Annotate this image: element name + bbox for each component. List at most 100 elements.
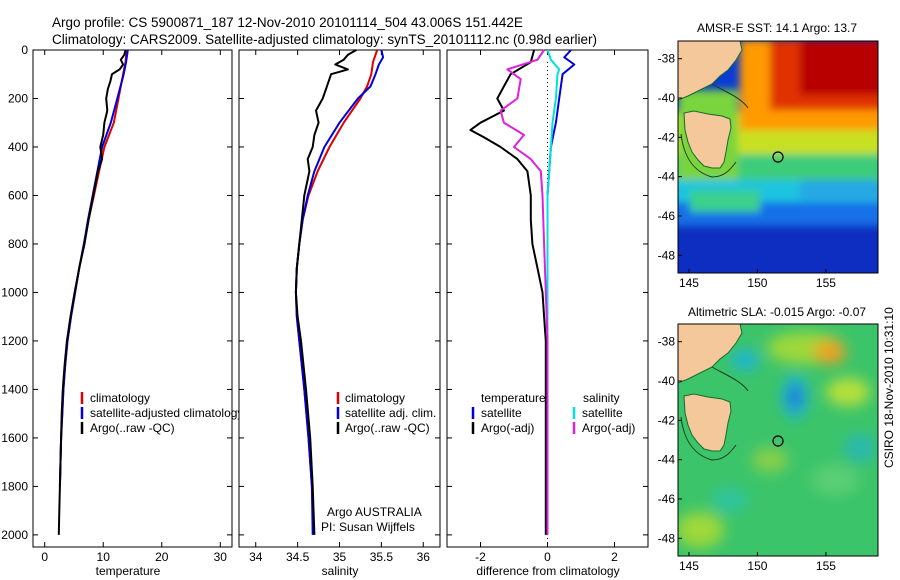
sla_map-ytick-label: -48 (658, 531, 676, 545)
credit-text: CSIRO 18-Nov-2010 10:31:10 (882, 307, 896, 468)
temperature-lines (57, 49, 129, 535)
sst-map-panel: AMSR-E SST: 14.1 Argo: 13.7 (658, 21, 879, 290)
temperature-legend-satellite: satellite-adjusted climatology (90, 406, 243, 420)
sla-mainland (678, 324, 743, 384)
sst_map-ytick-label: -40 (658, 91, 676, 105)
sla-field-blob-orange (814, 340, 846, 364)
salinity-axes-frame (238, 49, 441, 548)
sst_map-ytick-label: -46 (658, 209, 676, 223)
temperature-xtick-label: 30 (214, 550, 228, 564)
temperature-ytick-label: 1200 (1, 334, 28, 348)
difference-series-salinity-argo-adj (499, 49, 549, 535)
temperature-ytick-label: 800 (8, 237, 28, 251)
sla_map-ytick-label: -42 (658, 413, 676, 427)
temperature-legend: climatology satellite-adjusted climatolo… (80, 391, 243, 435)
sst-profile-marker (772, 151, 784, 163)
temperature-ytick-label: 200 (8, 91, 28, 105)
temperature-panel: 0 10 20 30 0 200 400 600 800 1000 1200 1400 1600 1800… (1, 43, 243, 578)
difference-legend: temperature salinity satellite Argo(-adj… (471, 391, 635, 435)
difference-panel: -2 0 2 difference from climatology tempera… (446, 49, 649, 578)
temperature-ytick-label: 1000 (1, 285, 28, 299)
temperature-xtick-label: 10 (97, 550, 111, 564)
sla_map-xtick-label: 145 (679, 559, 699, 573)
temperature-ytick-label: 600 (8, 188, 28, 202)
temperature-ytick-label: 1400 (1, 382, 28, 396)
sst-field-east-cyan (800, 180, 878, 200)
salinity-panel: 34 34.5 35 35.5 36 salinity climatology sate… (238, 49, 441, 578)
sst-field-dark-red (800, 41, 878, 95)
sst-map-field (678, 41, 878, 273)
difference-legend-sal-argo: Argo(-adj) (582, 421, 635, 435)
sla-profile-marker (772, 435, 784, 447)
salinity-xtick-label: 34 (249, 550, 263, 564)
salinity-xtick-label: 34.5 (286, 550, 310, 564)
difference-xlabel: difference from climatology (476, 564, 619, 578)
sla_map-ytick-label: -46 (658, 492, 676, 506)
sla-field-blob-south (752, 448, 788, 472)
difference-xtick-label: -2 (475, 550, 486, 564)
sla-tasmania (683, 393, 732, 452)
temperature-ytick-label: 400 (8, 140, 28, 154)
difference-legend-temp-argo: Argo(-adj) (481, 421, 534, 435)
sst-field-west-green (690, 190, 760, 212)
sst_map-ytick-label: -48 (658, 248, 676, 262)
salinity-xtick-label: 36 (417, 550, 431, 564)
sla_map-xtick-label: 150 (747, 559, 767, 573)
sla-strait-contour (711, 366, 749, 392)
sla-field-blob-coast (731, 350, 759, 370)
sst_map-xtick-label: 155 (816, 276, 836, 290)
difference-legend-title-salinity: salinity (583, 391, 620, 405)
header-line-1: Argo profile: CS 5900871_187 12-Nov-2010… (52, 15, 523, 30)
temperature-axes-frame (32, 49, 233, 548)
salinity-xtick-label: 35 (333, 550, 347, 564)
sst-tasmania (683, 110, 732, 169)
salinity-ticks: 34 34.5 35 35.5 36 (239, 49, 440, 564)
sla-field-blob-east (826, 378, 870, 406)
sst-strait-contour (711, 83, 749, 109)
sla-field-blob-southeast (811, 465, 859, 495)
header-line-2: Climatology: CARS2009. Satellite-adjuste… (52, 32, 597, 47)
sla-field-blob-mid (712, 488, 748, 512)
sla-field-blob-teal (844, 434, 876, 462)
salinity-xtick-label: 35.5 (370, 550, 394, 564)
temperature-series-argo-raw-qc (57, 49, 127, 535)
sst_map-ytick-label: -42 (658, 130, 676, 144)
salinity-annotation-program: Argo AUSTRALIA (327, 505, 422, 519)
difference-xtick-label: 2 (611, 550, 618, 564)
salinity-series-satellite-adj-clim (294, 49, 385, 535)
sst_map-xtick-label: 150 (747, 276, 767, 290)
sst-mainland (678, 41, 743, 101)
sst-shelf-contour (680, 133, 737, 178)
difference-xtick-label: 0 (544, 550, 551, 564)
sla-map-ticks: 145 150 155 -38 -40 -42 -44 -46 -48 (658, 335, 837, 573)
temperature-ytick-label: 2000 (1, 528, 28, 542)
salinity-xlabel: salinity (322, 564, 359, 578)
temperature-legend-climatology: climatology (90, 391, 150, 405)
temperature-xtick-label: 20 (155, 550, 169, 564)
salinity-legend-satellite: satellite adj. clim. (345, 406, 436, 420)
salinity-legend-argo: Argo(..raw -QC) (345, 421, 430, 435)
temperature-ytick-label: 1800 (1, 479, 28, 493)
temperature-xlabel: temperature (96, 564, 161, 578)
sla_map-ytick-label: -44 (658, 453, 676, 467)
sst_map-xtick-label: 145 (679, 276, 699, 290)
sst_map-ytick-label: -38 (658, 52, 676, 66)
temperature-legend-argo: Argo(..raw -QC) (90, 421, 175, 435)
sla_map-xtick-label: 155 (816, 559, 836, 573)
temperature-ytick-label: 1600 (1, 431, 28, 445)
sla-map-title: Altimetric SLA: -0.015 Argo: -0.07 (688, 305, 866, 319)
salinity-legend-climatology: climatology (345, 391, 405, 405)
sla-shelf-contour (680, 416, 737, 461)
sla-field-blob-blue (789, 386, 801, 408)
sla_map-ytick-label: -40 (658, 374, 676, 388)
difference-legend-title-temperature: temperature (481, 391, 546, 405)
sla_map-ytick-label: -38 (658, 335, 676, 349)
temperature-ytick-label: 0 (21, 43, 28, 57)
sst-map-ticks: 145 150 155 -38 -40 -42 -44 -46 -48 (658, 52, 837, 290)
sla-map-panel: Altimetric SLA: -0.015 Argo: -0.07 (658, 305, 879, 573)
difference-ticks: -2 0 2 (447, 49, 648, 564)
sla-field-blob-southwest (678, 512, 724, 548)
difference-legend-sal-satellite: satellite (582, 406, 623, 420)
sla-map-frame (677, 323, 879, 557)
